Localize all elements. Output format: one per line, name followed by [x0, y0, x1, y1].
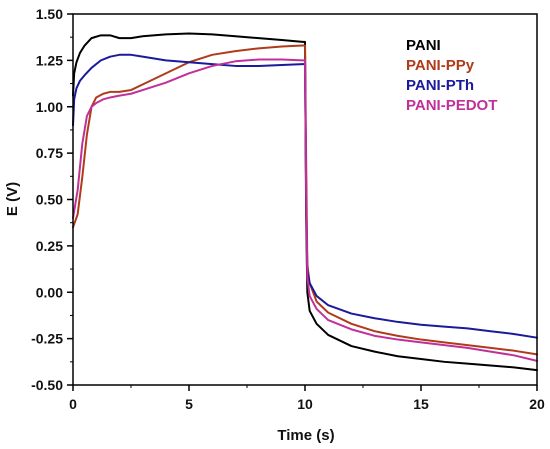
y-tick-label: 1.25	[36, 52, 63, 68]
x-tick-label: 15	[413, 396, 429, 412]
legend-entry-pani-ppy: PANI-PPy	[406, 57, 475, 74]
y-tick-label: 1.00	[36, 99, 63, 115]
y-axis-label: E (V)	[4, 182, 21, 216]
y-tick-label: 0.50	[36, 192, 63, 208]
x-tick-label: 10	[297, 396, 313, 412]
y-tick-label: 1.50	[36, 6, 63, 22]
x-tick-label: 5	[185, 396, 193, 412]
y-tick-label: 0.75	[36, 145, 63, 161]
y-tick-label: -0.25	[31, 331, 63, 347]
legend-entry-pani: PANI	[406, 37, 441, 54]
ticks-layer: 0 5 10 15 20 -0.50 -0.25 0.00 0.25 0.50 0.75 1.00 1.…	[31, 6, 545, 412]
series-line-pani-pedot	[72, 58, 538, 362]
y-tick-label: 0.00	[36, 284, 63, 300]
legend-entry-pani-pedot: PANI-PEDOT	[406, 97, 497, 114]
y-tick-label: 0.25	[36, 238, 63, 254]
y-tick-label: -0.50	[31, 377, 63, 393]
legend-entry-pani-pth: PANI-PTh	[406, 77, 474, 94]
series-line-pani-pth	[72, 53, 538, 339]
series-line-pani	[72, 32, 538, 372]
x-tick-label: 0	[69, 396, 77, 412]
legend: PANI PANI-PPy PANI-PTh PANI-PEDOT	[406, 37, 497, 114]
series-line-pani-ppy	[72, 44, 538, 356]
x-tick-label: 20	[529, 396, 545, 412]
series-layer	[72, 32, 538, 372]
x-axis-label: Time (s)	[277, 427, 334, 444]
